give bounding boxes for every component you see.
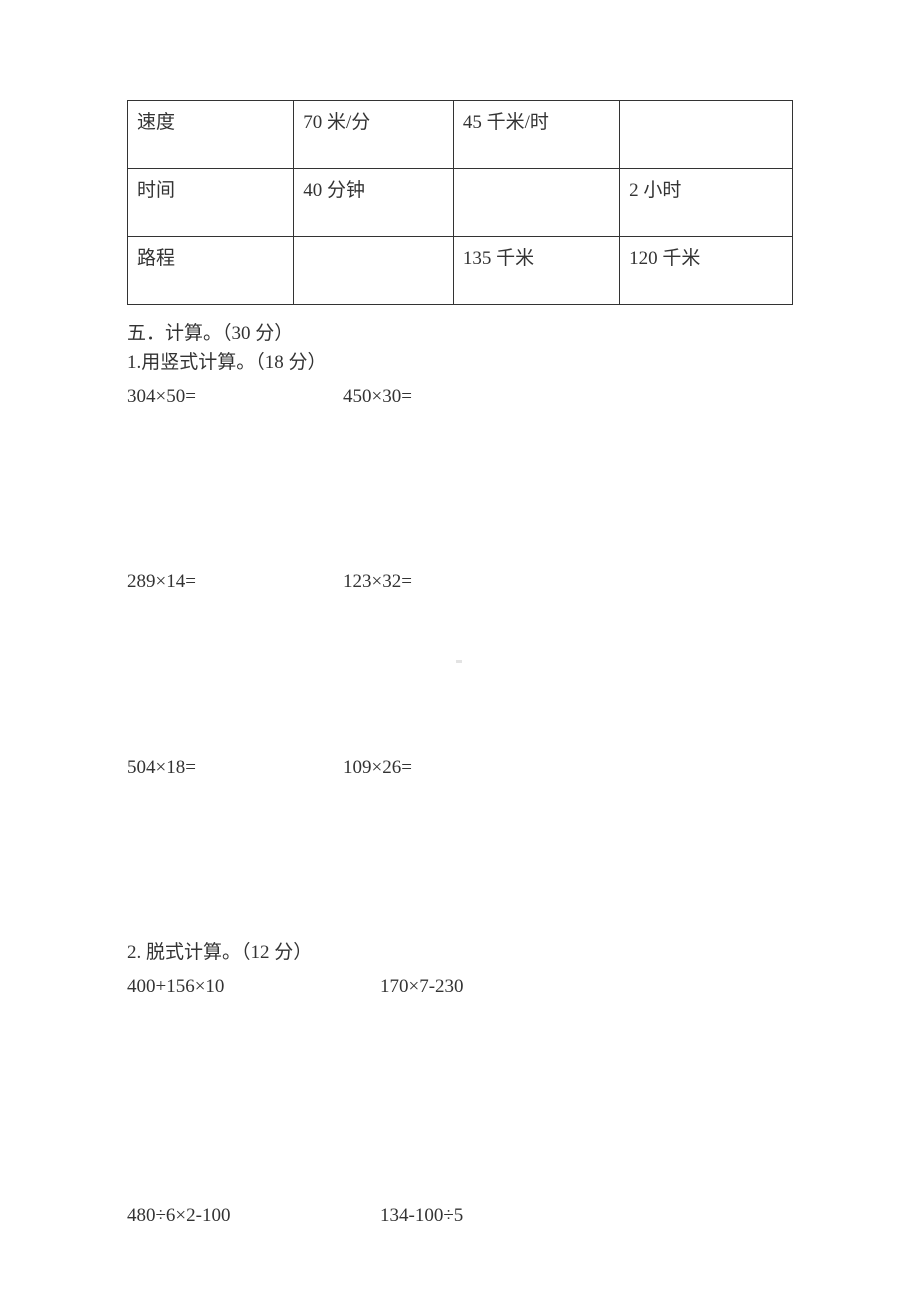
table-row: 时间 40 分钟 2 小时	[128, 169, 793, 237]
section5-sub1-heading: 1.用竖式计算。（18 分）	[127, 348, 793, 377]
problem-row: 304×50= 450×30=	[127, 382, 793, 411]
problem-row: 289×14= 123×32=	[127, 567, 793, 596]
row-label-time: 时间	[128, 169, 294, 237]
cell-time-c3: 2 小时	[620, 169, 793, 237]
problem-1b: 450×30=	[343, 382, 793, 411]
cell-speed-c3	[620, 101, 793, 169]
row-label-distance: 路程	[128, 237, 294, 305]
section5-heading: 五．计算。（30 分）	[127, 319, 793, 348]
problem-2b: 123×32=	[343, 567, 793, 596]
problem-1a: 304×50=	[127, 382, 343, 411]
problem-row: 480÷6×2-100 134-100÷5	[127, 1201, 793, 1230]
problem-s2-1b: 170×7-230	[380, 972, 793, 1001]
table-row: 速度 70 米/分 45 千米/时	[128, 101, 793, 169]
speed-time-distance-table: 速度 70 米/分 45 千米/时 时间 40 分钟 2 小时 路程 135 千…	[127, 100, 793, 305]
problem-2a: 289×14=	[127, 567, 343, 596]
problem-s2-2a: 480÷6×2-100	[127, 1201, 380, 1230]
row-label-speed: 速度	[128, 101, 294, 169]
cell-time-c2	[453, 169, 619, 237]
cell-speed-c2: 45 千米/时	[453, 101, 619, 169]
problem-3a: 504×18=	[127, 753, 343, 782]
cell-time-c1: 40 分钟	[294, 169, 454, 237]
section5-sub2-heading: 2. 脱式计算。（12 分）	[127, 938, 793, 967]
table-row: 路程 135 千米 120 千米	[128, 237, 793, 305]
page-mark-icon	[456, 660, 462, 663]
problem-3b: 109×26=	[343, 753, 793, 782]
problem-s2-2b: 134-100÷5	[380, 1201, 793, 1230]
problem-row: 400+156×10 170×7-230	[127, 972, 793, 1001]
problem-s2-1a: 400+156×10	[127, 972, 380, 1001]
cell-distance-c2: 135 千米	[453, 237, 619, 305]
problem-row: 504×18= 109×26=	[127, 753, 793, 782]
cell-speed-c1: 70 米/分	[294, 101, 454, 169]
cell-distance-c1	[294, 237, 454, 305]
cell-distance-c3: 120 千米	[620, 237, 793, 305]
